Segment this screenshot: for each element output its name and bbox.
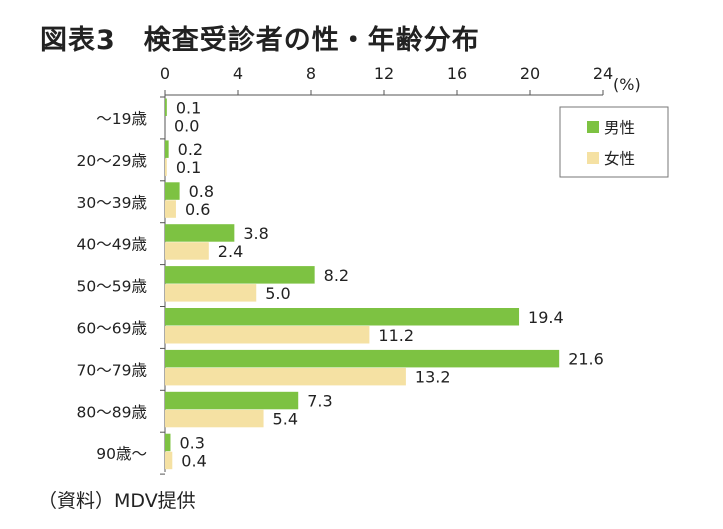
y-axis: 〜19歳 20〜29歳 30〜39歳 40〜49歳 50〜59歳 60〜69歳 70〜79歳… <box>77 95 166 475</box>
data-label-male: 21.6 <box>568 350 604 369</box>
data-label-female: 2.4 <box>218 242 243 261</box>
bar-female <box>165 158 167 176</box>
legend-swatch <box>587 152 599 164</box>
value-labels: 0.10.20.83.88.219.421.67.30.30.00.10.62.… <box>174 98 604 470</box>
bar-series <box>165 98 560 470</box>
bar-male <box>165 182 180 200</box>
bar-male <box>165 140 169 158</box>
bar-female <box>165 242 209 260</box>
bar-male <box>165 349 560 368</box>
category-label: 〜19歳 <box>96 110 147 128</box>
source-note: （資料）MDV提供 <box>38 490 196 512</box>
x-tick-label: 4 <box>233 64 243 83</box>
x-tick-label: 8 <box>306 64 316 83</box>
x-tick-label: 20 <box>520 64 540 83</box>
bar-female <box>165 326 370 344</box>
bar-male <box>165 98 167 116</box>
data-label-female: 11.2 <box>378 326 414 345</box>
bar-female <box>165 367 406 386</box>
bar-male <box>165 308 520 326</box>
x-tick-label: 16 <box>447 64 467 83</box>
data-label-male: 0.3 <box>179 433 204 452</box>
data-label-female: 5.4 <box>273 410 298 429</box>
x-tick-label: 24 <box>593 64 613 83</box>
data-label-male: 8.2 <box>324 266 349 285</box>
legend-label: 女性 <box>604 149 635 168</box>
x-axis: 0 4 8 12 16 20 24(%) <box>160 64 641 96</box>
x-tick-label: 0 <box>160 64 170 83</box>
bar-female <box>165 409 264 428</box>
data-label-female: 0.6 <box>185 200 210 219</box>
bar-male <box>165 224 235 242</box>
category-label: 40〜49歳 <box>77 236 147 254</box>
data-label-male: 19.4 <box>528 308 564 327</box>
bar-male <box>165 391 299 410</box>
chart-title: 図表3 検査受診者の性・年齢分布 <box>40 25 480 56</box>
category-label: 80〜89歳 <box>77 403 147 421</box>
bar-male <box>165 266 315 284</box>
data-label-female: 13.2 <box>415 368 451 387</box>
category-label: 20〜29歳 <box>77 152 147 170</box>
data-label-female: 0.1 <box>176 158 201 177</box>
bar-female <box>165 284 257 302</box>
category-label: 50〜59歳 <box>77 278 147 296</box>
data-label-male: 3.8 <box>243 224 268 243</box>
data-label-female: 0.4 <box>181 451 206 470</box>
x-unit-label: (%) <box>613 75 641 94</box>
legend-box <box>559 106 669 178</box>
bar-male <box>165 433 171 452</box>
legend-label: 男性 <box>604 119 635 137</box>
data-label-male: 0.1 <box>176 98 201 117</box>
x-tick-label: 12 <box>374 64 394 83</box>
category-label: 30〜39歳 <box>77 194 147 212</box>
data-label-male: 0.2 <box>178 140 203 159</box>
data-label-male: 0.8 <box>189 182 214 201</box>
data-label-female: 5.0 <box>265 284 290 303</box>
category-label: 60〜69歳 <box>77 319 147 337</box>
data-label-female: 0.0 <box>174 116 199 135</box>
category-label: 70〜79歳 <box>77 361 147 379</box>
bar-female <box>165 200 176 218</box>
legend-swatch <box>587 121 599 133</box>
bar-female <box>165 451 173 470</box>
category-label: 90歳〜 <box>96 445 147 463</box>
data-label-male: 7.3 <box>307 392 332 411</box>
